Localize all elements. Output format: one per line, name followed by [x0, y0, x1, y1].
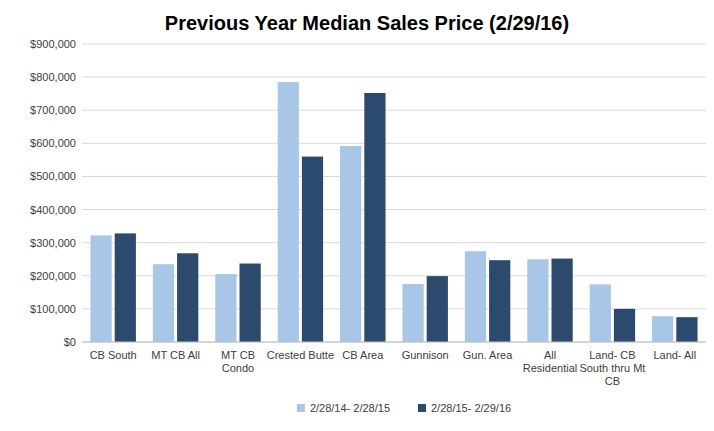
bars [90, 82, 697, 342]
bar [240, 264, 261, 342]
y-tick-label: $700,000 [30, 104, 76, 116]
grid-line [82, 342, 706, 343]
bar [215, 274, 236, 342]
grid-line [82, 143, 706, 144]
y-tick-label: $500,000 [30, 170, 76, 182]
x-tick-label: Gun. Area [463, 349, 513, 361]
bar [489, 260, 510, 342]
x-tick-label-line: CB South [90, 349, 137, 361]
legend-label: 2/28/14- 2/28/15 [310, 402, 390, 414]
bar [527, 259, 548, 342]
bar [153, 264, 174, 342]
legend-label: 2/28/15- 2/29/16 [431, 402, 511, 414]
bar [427, 276, 448, 342]
bar [552, 259, 573, 342]
legend: 2/28/14- 2/28/15 2/28/15- 2/29/16 [297, 402, 511, 414]
grid-line [82, 242, 706, 243]
x-tick-label-line: MT CB [221, 349, 255, 361]
legend-swatch [418, 404, 426, 412]
x-tick-label-line: CB [605, 375, 620, 387]
x-tick-label-line: Condo [222, 362, 254, 374]
bar [652, 316, 673, 342]
grid-line [82, 275, 706, 276]
y-tick-label: $600,000 [30, 137, 76, 149]
y-tick-label: $300,000 [30, 237, 76, 249]
bar [614, 309, 635, 342]
x-tick-label-line: Land- CB [589, 349, 635, 361]
bar [177, 253, 198, 342]
x-tick-label-line: Gun. Area [463, 349, 513, 361]
bar [115, 233, 136, 342]
y-tick-label: $100,000 [30, 303, 76, 315]
x-tick-label: Land- CBSouth thru MtCB [579, 349, 645, 387]
background [0, 0, 714, 431]
bar [278, 82, 299, 342]
grid-line [82, 209, 706, 210]
x-tick-label-line: CB Area [342, 349, 384, 361]
x-tick-label: Crested Butte [267, 349, 334, 361]
x-axis [82, 342, 706, 343]
chart: Previous Year Median Sales Price (2/29/1… [0, 0, 714, 431]
grid-line [82, 110, 706, 111]
bar [402, 284, 423, 342]
y-tick-label: $800,000 [30, 71, 76, 83]
bar [90, 235, 111, 342]
x-tick-label: MT CB All [151, 349, 200, 361]
x-tick-label-line: Land- All [653, 349, 696, 361]
grid-line [82, 308, 706, 309]
x-tick-label-line: All [544, 349, 556, 361]
grid-line [82, 176, 706, 177]
x-tick-label-line: Residential [523, 362, 577, 374]
grid-line [82, 77, 706, 78]
y-tick-label: $0 [64, 336, 76, 348]
y-tick-label: $900,000 [30, 38, 76, 50]
bar [590, 284, 611, 342]
x-tick-label-line: MT CB All [151, 349, 200, 361]
x-tick-label: MT CBCondo [221, 349, 255, 374]
y-tick-label: $200,000 [30, 270, 76, 282]
bar [340, 146, 361, 342]
x-tick-label: CB South [90, 349, 137, 361]
x-tick-label: AllResidential [523, 349, 577, 374]
bar [465, 251, 486, 342]
bar [364, 93, 385, 342]
bar [302, 157, 323, 342]
bar [676, 317, 697, 342]
title: Previous Year Median Sales Price (2/29/1… [165, 12, 569, 34]
x-tick-label-line: South thru Mt [579, 362, 645, 374]
x-tick-label: Land- All [653, 349, 696, 361]
x-tick-label: Gunnison [402, 349, 449, 361]
x-tick-label: CB Area [342, 349, 384, 361]
y-tick-label: $400,000 [30, 204, 76, 216]
legend-swatch [297, 404, 305, 412]
x-tick-label-line: Gunnison [402, 349, 449, 361]
grid-line [82, 44, 706, 45]
x-tick-label-line: Crested Butte [267, 349, 334, 361]
